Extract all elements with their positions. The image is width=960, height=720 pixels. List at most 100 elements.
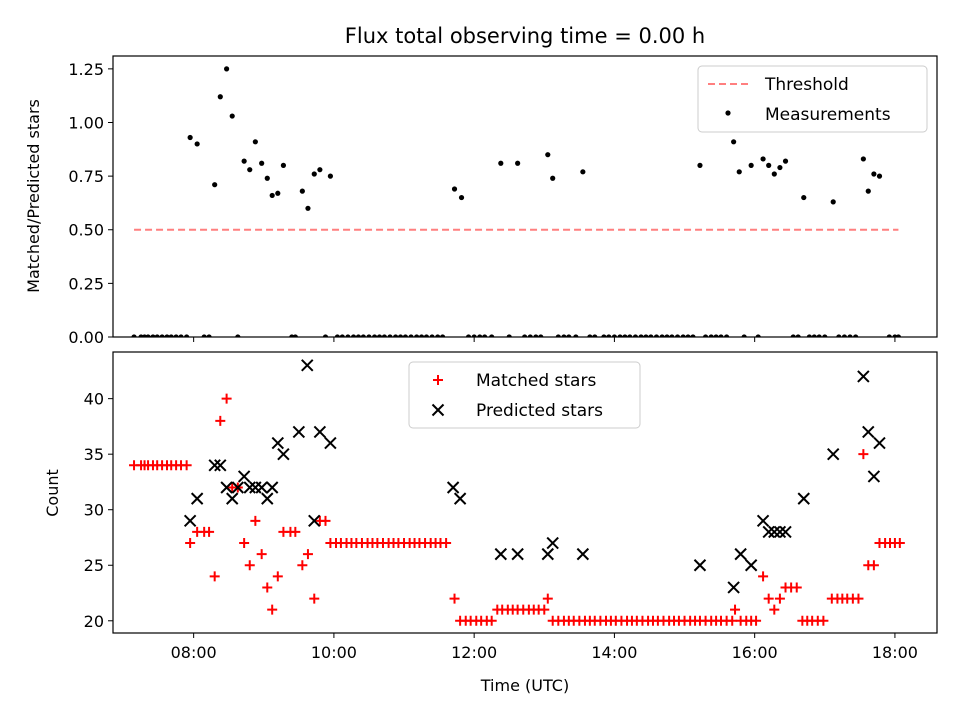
- measurement-point: [458, 194, 465, 201]
- predicted-star-point: [541, 547, 554, 561]
- matched-star-point: [215, 415, 226, 426]
- measurement-point: [659, 334, 665, 337]
- measurement-point: [350, 334, 357, 337]
- measurement-point: [766, 162, 772, 168]
- measurement-point: [292, 334, 298, 337]
- predicted-star-point: [862, 425, 875, 439]
- measurement-point: [327, 173, 333, 179]
- measurement-point: [397, 334, 404, 337]
- measurement-point: [860, 156, 866, 162]
- top-legend-box: [697, 65, 928, 133]
- chart-title: Flux total observing time = 0.00 h: [345, 24, 705, 48]
- predicted-star-point: [292, 425, 306, 439]
- measurement-point: [627, 334, 633, 337]
- measurement-point: [418, 334, 425, 337]
- matched-star-point: [730, 604, 741, 615]
- predicted-star-point: [756, 514, 770, 528]
- measurement-point: [376, 334, 383, 337]
- measurement-point: [876, 173, 883, 179]
- measurement-point: [847, 334, 853, 337]
- predicted-star-point: [243, 481, 256, 494]
- matched-star-point: [272, 571, 283, 582]
- top-y-axis-label: Matched/Predicted stars: [24, 99, 43, 293]
- top-panel: Matched/Predicted stars 0.00 0.25 0.50 0.75…: [24, 55, 938, 347]
- predicted-star-point: [727, 581, 740, 594]
- predicted-star-point: [301, 359, 314, 372]
- bottom-y-tick-label: 25: [84, 556, 104, 575]
- measurement-point: [145, 334, 151, 337]
- measurement-point: [184, 334, 190, 337]
- measurement-point: [402, 334, 409, 337]
- measurement-point: [159, 334, 165, 337]
- measurement-point: [643, 334, 649, 337]
- measurement-point: [506, 334, 512, 337]
- measurement-point: [822, 334, 828, 337]
- measurement-point: [259, 160, 265, 166]
- measurement-point: [606, 334, 612, 337]
- bottom-y-tick-label: 20: [84, 612, 104, 631]
- measurement-point: [371, 334, 378, 337]
- measurement-point: [435, 334, 441, 337]
- matched-star-point: [894, 538, 905, 549]
- measurement-point: [408, 334, 414, 337]
- matched-star-point: [727, 615, 738, 626]
- measurement-point: [164, 334, 170, 337]
- predicted-star-point: [762, 525, 775, 539]
- bottom-panel: Count Time (UTC) 20 25 30 35 40 08:00 10:00 12:…: [43, 351, 938, 695]
- measurement-point: [154, 334, 160, 337]
- measurement-point: [622, 334, 628, 337]
- measurement-point: [718, 334, 724, 337]
- measurement-point: [795, 334, 801, 337]
- measurement-point: [280, 162, 287, 168]
- measurement-point: [299, 188, 305, 194]
- predicted-star-point: [693, 559, 707, 572]
- measurement-point: [841, 334, 848, 337]
- predicted-star-point: [867, 470, 881, 483]
- top-y-tick-label: 1.25: [68, 60, 104, 79]
- measurement-point: [235, 334, 241, 337]
- measurement-point: [830, 199, 836, 205]
- measurement-point: [498, 160, 504, 166]
- matched-star-point: [267, 604, 278, 615]
- measurement-point: [229, 113, 235, 119]
- predicted-star-point: [255, 481, 268, 494]
- predicted-star-point: [271, 436, 285, 450]
- measurement-point: [592, 334, 598, 337]
- measurement-point: [561, 334, 567, 337]
- measurement-point: [173, 334, 179, 337]
- predicted-star-point: [208, 459, 221, 472]
- matched-star-point: [763, 593, 774, 604]
- measurement-point: [345, 334, 351, 337]
- matched-star-point: [204, 526, 215, 537]
- measurement-point: [224, 66, 230, 72]
- matched-star-point: [320, 515, 331, 526]
- predicted-star-point: [576, 547, 590, 561]
- measurement-point: [566, 334, 572, 337]
- measurement-point: [366, 334, 372, 337]
- measurement-point: [522, 334, 528, 337]
- predicted-star-point: [857, 370, 870, 383]
- measurement-point: [311, 171, 317, 177]
- measurement-point: [194, 141, 200, 147]
- matched-star-point: [441, 538, 452, 549]
- legend-predicted-swatch: [431, 403, 445, 417]
- measurement-point: [731, 139, 737, 145]
- measurement-point: [853, 334, 859, 337]
- matched-star-point: [262, 582, 273, 593]
- top-y-tick-label: 1.00: [68, 113, 104, 132]
- measurement-point: [264, 175, 270, 181]
- predicted-star-point: [546, 536, 559, 550]
- matched-star-point: [791, 582, 802, 593]
- matched-star-point: [244, 560, 255, 571]
- legend-measurements-swatch: [725, 110, 731, 116]
- matched-star-point: [769, 604, 780, 615]
- measurement-point: [275, 190, 281, 196]
- measurement-point: [269, 192, 275, 199]
- matched-star-point: [542, 593, 553, 604]
- measurement-point: [690, 334, 696, 337]
- measurement-point: [471, 334, 477, 337]
- predicted-star-point: [779, 525, 792, 539]
- matched-star-point: [181, 460, 192, 471]
- measurement-point: [777, 164, 783, 171]
- measurement-point: [638, 334, 644, 337]
